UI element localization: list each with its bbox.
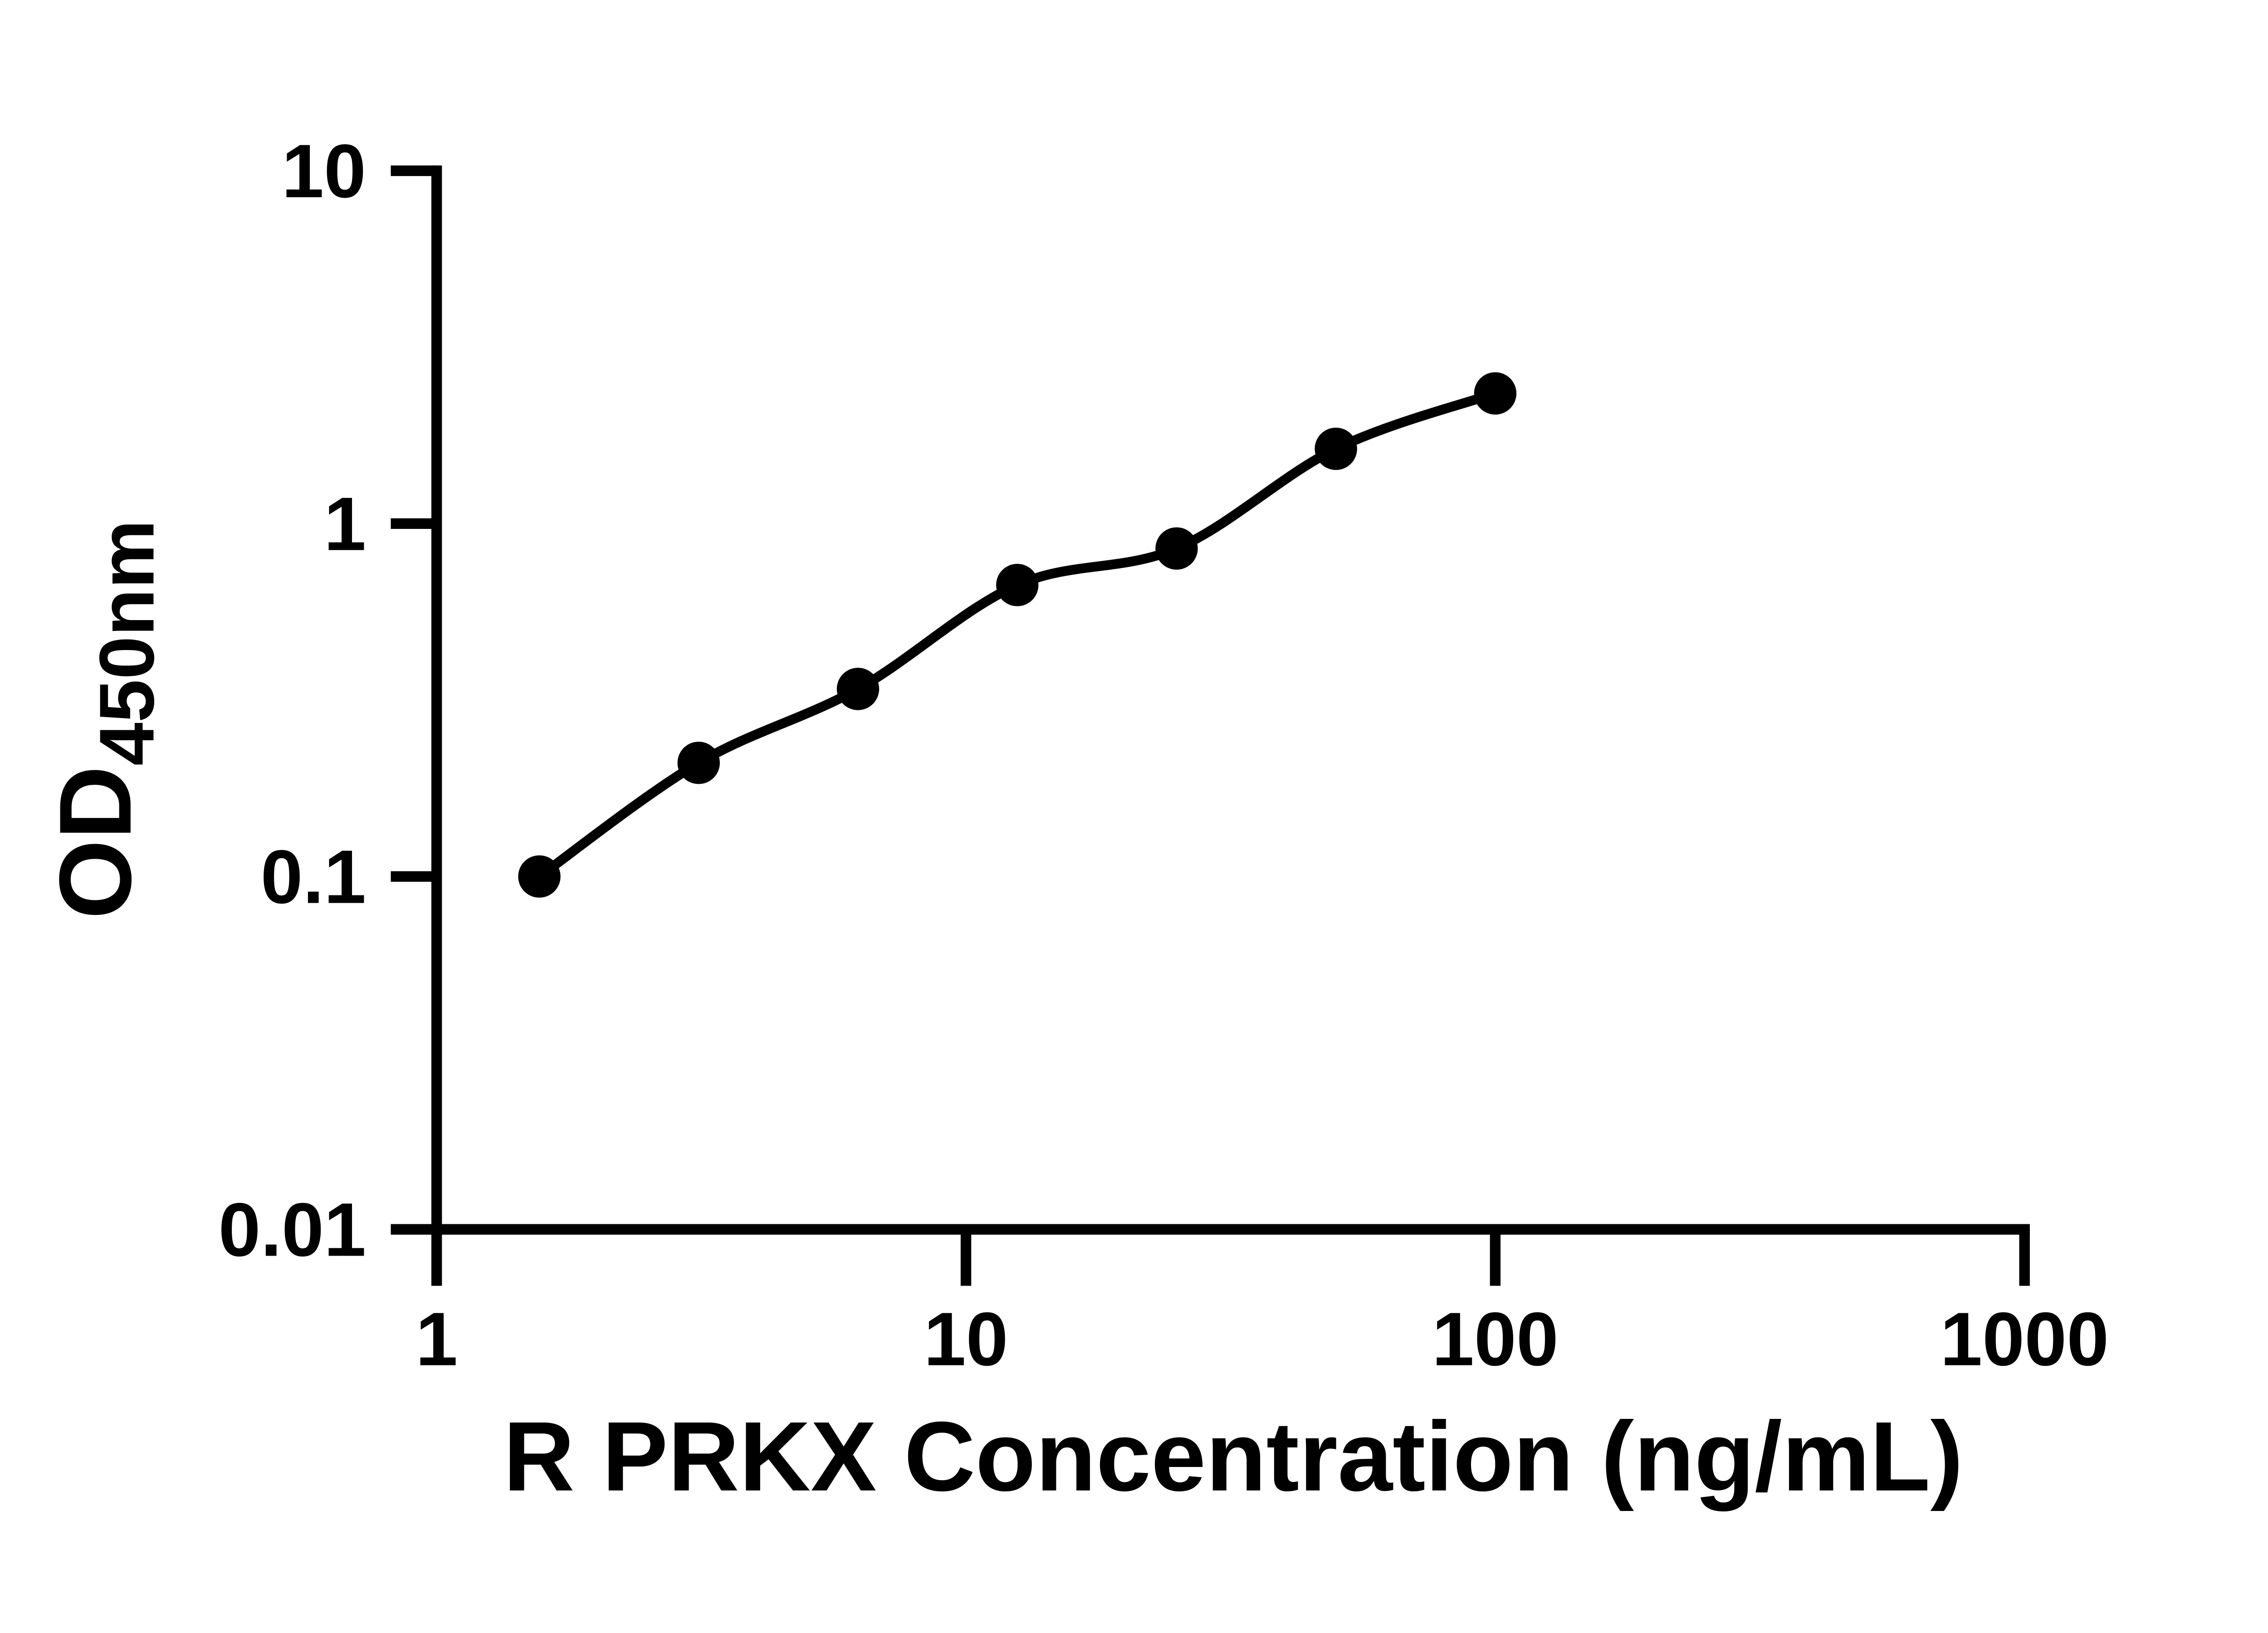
- x-tick-label: 100: [1432, 1297, 1559, 1382]
- data-point-marker: [1474, 372, 1517, 415]
- data-point-marker: [1315, 427, 1357, 470]
- y-tick-label: 1: [324, 482, 366, 567]
- x-tick-label: 1000: [1940, 1297, 2109, 1382]
- plot-area: 10 1 0.1 0.01 1 10 100 1000: [219, 129, 2109, 1382]
- x-tick-label: 10: [924, 1297, 1008, 1382]
- y-tick-label: 0.1: [261, 835, 367, 919]
- y-axis-title-main: OD: [38, 766, 152, 919]
- data-point-marker: [996, 564, 1039, 606]
- data-point-marker: [836, 668, 880, 710]
- data-point-marker: [1155, 527, 1198, 570]
- y-axis-title: OD450nm: [38, 520, 171, 919]
- data-point-marker: [518, 855, 561, 898]
- y-axis-title-subscript: 450nm: [83, 520, 170, 766]
- y-tick-label: 10: [282, 129, 366, 214]
- x-axis-title: R PRKX Concentration (ng/mL): [503, 1402, 1963, 1512]
- standard-curve-line: [534, 388, 1501, 881]
- y-tick-label: 0.01: [219, 1188, 367, 1272]
- x-tick-label: 1: [415, 1297, 458, 1382]
- data-point-marker: [677, 742, 720, 784]
